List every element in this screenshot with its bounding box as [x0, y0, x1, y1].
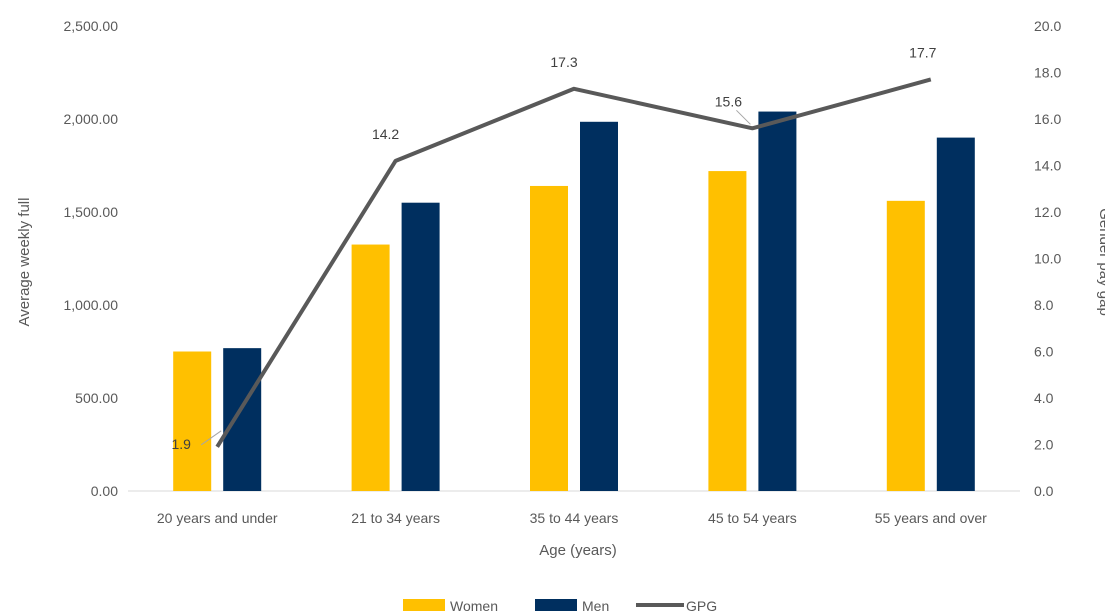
bars: [173, 111, 975, 491]
x-axis-ticks: 20 years and under 21 to 34 years 35 to 44…: [157, 510, 987, 526]
gpg-line-group: 1.9 14.2 17.3 15.6 17.7: [171, 44, 936, 451]
bar-women-1: [351, 244, 390, 491]
bar-women-2: [530, 185, 568, 491]
legend-label-gpg: GPG: [686, 598, 717, 614]
bar-men-0: [223, 348, 262, 491]
gpg-line: [215, 77, 932, 448]
gpg-data-label-2: 17.3: [550, 54, 577, 70]
gpg-leader-line-0: [200, 430, 222, 446]
x-axis-title: Age (years): [539, 542, 617, 559]
legend-swatch-women: [403, 599, 445, 611]
y2-axis-ticks: 0.0 2.0 4.0 6.0 8.0 10.0 12.0 14.0 16.0 18.0 20.0: [1034, 18, 1061, 499]
y-tick-label: 1,500.00: [64, 204, 119, 220]
x-tick-label: 55 years and over: [875, 510, 987, 526]
y-tick-label: 2,000.00: [64, 111, 119, 127]
y2-tick-label: 12.0: [1034, 204, 1061, 220]
y2-tick-label: 6.0: [1034, 344, 1054, 360]
x-tick-label: 20 years and under: [157, 510, 278, 526]
gpg-data-label-3: 15.6: [715, 93, 742, 109]
y-tick-label: 2,500.00: [64, 18, 119, 34]
y2-tick-label: 16.0: [1034, 111, 1061, 127]
bar-men-1: [401, 202, 440, 491]
bar-women-0: [173, 351, 212, 491]
bar-men-3: [758, 111, 797, 491]
bar-women-3: [708, 171, 747, 491]
y2-tick-label: 18.0: [1034, 65, 1061, 81]
legend-label-men: Men: [582, 598, 609, 614]
y-axis-ticks: 0.00 500.00 1,000.00 1,500.00 2,000.00 2,500.…: [64, 18, 119, 499]
y-tick-label: 500.00: [75, 390, 118, 406]
y2-tick-label: 10.0: [1034, 251, 1061, 267]
legend-swatch-men: [535, 599, 577, 611]
y2-tick-label: 2.0: [1034, 437, 1054, 453]
legend: Women Men GPG: [403, 598, 717, 614]
y2-tick-label: 8.0: [1034, 297, 1054, 313]
y2-tick-label: 20.0: [1034, 18, 1061, 34]
bar-women-4: [886, 200, 925, 491]
y2-tick-label: 14.0: [1034, 158, 1061, 174]
bar-men-2: [580, 121, 618, 491]
x-tick-label: 21 to 34 years: [351, 510, 440, 526]
y2-axis-title: Gender pay gap: [1096, 208, 1105, 316]
y2-tick-label: 4.0: [1034, 390, 1054, 406]
bar-men-4: [936, 137, 975, 491]
y2-tick-label: 0.0: [1034, 483, 1054, 499]
gpg-data-label-1: 14.2: [372, 126, 399, 142]
x-tick-label: 35 to 44 years: [530, 510, 619, 526]
x-tick-label: 45 to 54 years: [708, 510, 797, 526]
y-tick-label: 0.00: [91, 483, 118, 499]
gpg-data-label-0: 1.9: [171, 436, 191, 452]
y-axis-title: Average weekly full: [16, 198, 33, 327]
y-tick-label: 1,000.00: [64, 297, 119, 313]
gpg-leader-line-3: [736, 109, 751, 125]
legend-label-women: Women: [450, 598, 498, 614]
gpg-data-label-4: 17.7: [909, 44, 936, 60]
